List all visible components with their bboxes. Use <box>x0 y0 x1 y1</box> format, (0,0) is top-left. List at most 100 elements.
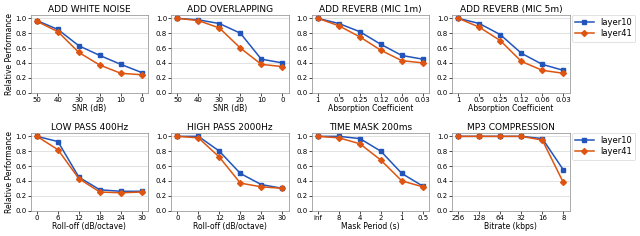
layer41 <box>356 142 364 145</box>
layer41 <box>518 135 525 138</box>
X-axis label: Absorption Coefficient: Absorption Coefficient <box>468 104 554 113</box>
Line: layer41: layer41 <box>35 134 144 195</box>
layer10 <box>454 135 462 138</box>
layer41 <box>398 179 406 182</box>
layer10 <box>559 168 567 171</box>
layer10 <box>314 135 322 138</box>
layer41 <box>356 35 364 38</box>
X-axis label: Roll-off (dB/octave): Roll-off (dB/octave) <box>52 222 126 231</box>
layer41 <box>173 17 181 20</box>
Legend: layer10, layer41: layer10, layer41 <box>572 133 636 160</box>
layer10 <box>75 44 83 47</box>
layer10 <box>398 172 406 175</box>
X-axis label: Bitrate (kbps): Bitrate (kbps) <box>484 222 538 231</box>
layer10 <box>257 58 265 61</box>
Y-axis label: Relative Performance: Relative Performance <box>5 131 14 213</box>
X-axis label: Absorption Coefficient: Absorption Coefficient <box>328 104 413 113</box>
layer10 <box>398 54 406 57</box>
Title: MP3 COMPRESSION: MP3 COMPRESSION <box>467 123 555 132</box>
layer10 <box>173 135 181 138</box>
Line: layer41: layer41 <box>316 134 425 189</box>
layer41 <box>216 27 223 30</box>
layer41 <box>377 49 385 52</box>
layer41 <box>454 17 462 20</box>
layer10 <box>278 187 286 190</box>
layer10 <box>454 17 462 20</box>
layer41 <box>237 47 244 50</box>
layer41 <box>75 177 83 180</box>
layer41 <box>96 191 104 194</box>
layer10 <box>314 17 322 20</box>
layer41 <box>216 156 223 159</box>
layer10 <box>559 69 567 72</box>
layer10 <box>356 137 364 140</box>
layer41 <box>377 159 385 161</box>
layer10 <box>497 33 504 36</box>
layer10 <box>173 17 181 20</box>
layer41 <box>454 135 462 138</box>
layer10 <box>117 63 125 66</box>
Line: layer10: layer10 <box>175 134 284 190</box>
Title: TIME MASK 200ms: TIME MASK 200ms <box>329 123 412 132</box>
layer41 <box>257 63 265 66</box>
Line: layer10: layer10 <box>316 134 425 188</box>
layer10 <box>419 185 427 188</box>
Title: ADD OVERLAPPING: ADD OVERLAPPING <box>187 5 273 14</box>
layer41 <box>476 26 483 29</box>
Line: layer41: layer41 <box>456 16 565 75</box>
layer10 <box>335 135 343 138</box>
Line: layer41: layer41 <box>175 134 284 190</box>
layer10 <box>216 22 223 25</box>
layer41 <box>419 61 427 64</box>
layer10 <box>237 32 244 35</box>
layer10 <box>518 135 525 138</box>
layer41 <box>195 19 202 22</box>
layer41 <box>497 135 504 138</box>
layer10 <box>117 190 125 193</box>
layer10 <box>377 43 385 46</box>
X-axis label: SNR (dB): SNR (dB) <box>212 104 247 113</box>
layer41 <box>497 39 504 42</box>
layer10 <box>138 71 146 74</box>
layer10 <box>476 135 483 138</box>
layer10 <box>257 183 265 186</box>
layer41 <box>96 64 104 67</box>
layer41 <box>398 59 406 62</box>
layer41 <box>33 135 41 138</box>
layer10 <box>54 140 62 143</box>
Line: layer41: layer41 <box>316 16 425 65</box>
Line: layer10: layer10 <box>35 134 144 193</box>
layer10 <box>54 28 62 31</box>
layer41 <box>335 24 343 27</box>
layer41 <box>33 20 41 23</box>
layer41 <box>476 135 483 138</box>
layer41 <box>138 73 146 76</box>
layer41 <box>195 136 202 139</box>
layer41 <box>278 65 286 68</box>
layer41 <box>559 181 567 184</box>
layer41 <box>117 191 125 194</box>
layer41 <box>314 17 322 20</box>
layer41 <box>237 182 244 185</box>
layer10 <box>138 190 146 193</box>
layer10 <box>195 18 202 21</box>
layer10 <box>96 54 104 57</box>
layer10 <box>538 137 546 140</box>
Y-axis label: Relative Performance: Relative Performance <box>5 13 14 95</box>
layer10 <box>195 135 202 138</box>
layer41 <box>54 30 62 33</box>
layer41 <box>257 185 265 188</box>
layer41 <box>278 187 286 190</box>
layer10 <box>419 58 427 61</box>
layer41 <box>314 135 322 138</box>
layer10 <box>377 150 385 153</box>
layer41 <box>419 185 427 188</box>
Line: layer10: layer10 <box>35 18 144 75</box>
layer10 <box>497 135 504 138</box>
layer10 <box>237 172 244 175</box>
Line: layer41: layer41 <box>456 134 565 185</box>
X-axis label: Roll-off (dB/octave): Roll-off (dB/octave) <box>193 222 267 231</box>
layer10 <box>538 63 546 66</box>
Line: layer10: layer10 <box>175 16 284 65</box>
layer10 <box>216 150 223 153</box>
